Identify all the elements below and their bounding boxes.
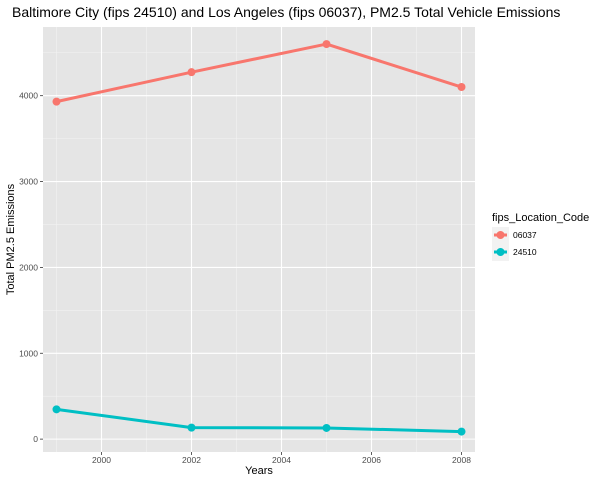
y-tick-label: 3000 bbox=[19, 177, 38, 187]
series-24510 bbox=[52, 405, 466, 436]
x-axis-title: Years bbox=[245, 465, 273, 477]
legend: fips_Location_Code 06037 24510 bbox=[492, 212, 589, 261]
data-point bbox=[457, 427, 466, 436]
legend-item: 06037 bbox=[492, 227, 537, 244]
y-tick-label: 1000 bbox=[19, 348, 38, 358]
series-line bbox=[56, 42, 462, 104]
series-06037 bbox=[52, 40, 466, 106]
y-axis-title: Total PM2.5 Emissions bbox=[5, 183, 17, 295]
legend-label: 24510 bbox=[513, 247, 537, 257]
x-tick-label: 2006 bbox=[362, 455, 381, 465]
series-layer bbox=[52, 40, 466, 436]
y-tick-label: 2000 bbox=[19, 262, 38, 272]
data-point bbox=[322, 423, 331, 432]
data-point bbox=[457, 83, 466, 92]
legend-title: fips_Location_Code bbox=[492, 212, 589, 224]
axis-ticks: 2000 2002 2004 2006 2008 0 1000 2000 3000 4000 bbox=[19, 91, 471, 465]
legend-label: 06037 bbox=[513, 230, 537, 240]
series-line bbox=[56, 407, 462, 434]
legend-point bbox=[496, 248, 505, 256]
legend-item: 24510 bbox=[492, 244, 537, 261]
data-point bbox=[187, 423, 196, 432]
x-tick-label: 2008 bbox=[452, 455, 471, 465]
y-tick-label: 4000 bbox=[19, 91, 38, 101]
chart-title: Baltimore City (fips 24510) and Los Ange… bbox=[12, 4, 560, 20]
major-gridlines bbox=[43, 27, 475, 452]
x-tick-label: 2004 bbox=[272, 455, 291, 465]
y-tick-label: 0 bbox=[33, 434, 38, 444]
minor-gridlines bbox=[43, 27, 475, 452]
data-point bbox=[187, 68, 196, 77]
legend-point bbox=[496, 231, 505, 239]
x-tick-label: 2002 bbox=[182, 455, 201, 465]
data-point bbox=[322, 40, 331, 49]
data-point bbox=[52, 97, 61, 106]
plot-panel bbox=[43, 27, 475, 452]
x-tick-label: 2000 bbox=[92, 455, 111, 465]
data-point bbox=[52, 405, 61, 414]
